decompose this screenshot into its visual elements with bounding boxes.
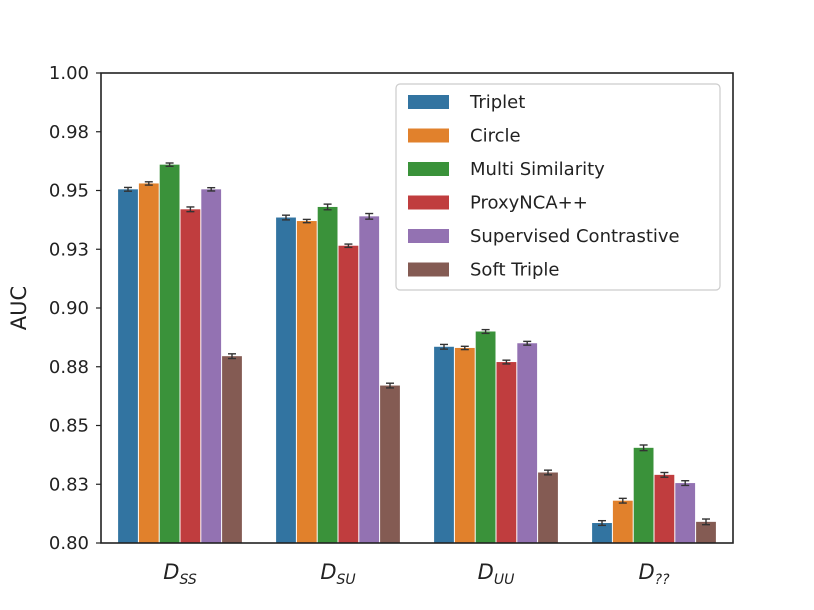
bar-multi-similarity-2 (475, 331, 496, 543)
legend-item: Multi Similarity (408, 159, 605, 180)
error-bar (144, 181, 153, 186)
legend-swatch (408, 128, 449, 143)
legend-label: Supervised Contrastive (470, 226, 680, 247)
error-bar (639, 444, 648, 452)
y-tick-label: 0.93 (49, 239, 89, 260)
error-bar (544, 469, 552, 476)
error-bar (186, 206, 195, 213)
legend-label: Triplet (469, 92, 525, 113)
y-tick-label: 0.83 (49, 474, 89, 495)
error-bar (460, 345, 469, 351)
bar-multi-similarity-1 (317, 206, 338, 543)
bar-supervised-contrastive-0 (201, 189, 222, 543)
error-bar (344, 243, 353, 249)
bar-supervised-contrastive-2 (517, 343, 538, 543)
x-axis: DSS DSU DUU D?? (163, 560, 670, 588)
error-bar (165, 162, 174, 167)
bar-soft-triple-3 (696, 521, 716, 543)
legend-swatch (408, 262, 449, 277)
error-bar (618, 497, 627, 504)
error-bar (207, 186, 216, 192)
bar-triplet-3 (592, 523, 612, 543)
error-bar (282, 214, 290, 221)
y-axis: 0.80 0.83 0.85 0.88 0.90 0.93 0.95 0.98 1.00 (49, 63, 101, 554)
error-bar (598, 519, 606, 527)
legend-swatch (408, 195, 449, 210)
bar-proxynca--0 (180, 209, 201, 544)
x-tick-label: DSS (163, 560, 197, 588)
error-bar (502, 359, 511, 365)
bar-proxynca--3 (654, 474, 675, 543)
error-bar (228, 353, 236, 360)
legend-label: ProxyNCA++ (470, 193, 588, 214)
y-tick-label: 0.85 (49, 416, 89, 437)
legend-swatch (408, 162, 449, 176)
x-tick-label: D?? (638, 560, 670, 588)
bar-circle-3 (612, 500, 633, 543)
legend-label: Soft Triple (470, 260, 560, 281)
legend: Triplet Circle Multi Similarity ProxyNCA++ S… (395, 83, 721, 291)
bar-soft-triple-2 (538, 472, 558, 543)
y-tick-label: 0.95 (49, 181, 89, 202)
bar-triplet-1 (276, 217, 296, 543)
bars-group (118, 164, 716, 544)
legend-label: Multi Similarity (470, 159, 605, 180)
bar-supervised-contrastive-1 (359, 216, 380, 543)
bar-soft-triple-1 (380, 385, 400, 543)
legend-label: Circle (470, 126, 521, 147)
bar-circle-2 (454, 347, 475, 543)
legend-item: ProxyNCA++ (408, 193, 588, 214)
x-tick-label: DUU (478, 560, 515, 588)
error-bar (481, 328, 490, 335)
x-tick-label: DSU (320, 560, 355, 588)
error-bar (365, 212, 374, 220)
error-bar (702, 518, 710, 526)
legend-item: Triplet (408, 92, 525, 113)
bar-proxynca--1 (338, 245, 359, 543)
bar-triplet-2 (434, 346, 454, 543)
error-bar (681, 480, 690, 487)
y-axis-label: AUC (7, 286, 31, 330)
bar-circle-1 (296, 221, 317, 544)
legend-swatch (408, 95, 449, 109)
bar-multi-similarity-3 (633, 447, 654, 543)
bar-supervised-contrastive-3 (675, 483, 696, 543)
error-bar (660, 471, 669, 478)
y-tick-label: 1.00 (49, 63, 89, 84)
error-bar (386, 382, 394, 389)
y-tick-label: 0.98 (49, 122, 89, 143)
bar-multi-similarity-0 (159, 164, 180, 543)
y-tick-label: 0.88 (49, 357, 89, 378)
error-bar (523, 340, 532, 346)
bar-triplet-0 (118, 189, 138, 543)
legend-item: Supervised Contrastive (408, 226, 680, 247)
error-bar (124, 186, 132, 192)
error-bar (440, 343, 448, 350)
error-bars-group (124, 162, 710, 527)
bar-circle-0 (138, 183, 159, 543)
bar-proxynca--2 (496, 362, 517, 543)
legend-swatch (408, 229, 449, 243)
legend-box (395, 83, 721, 291)
y-tick-label: 0.80 (49, 533, 89, 554)
legend-item: Circle (408, 126, 521, 147)
error-bar (323, 203, 332, 211)
legend-item: Soft Triple (408, 260, 560, 281)
y-tick-label: 0.90 (49, 298, 89, 319)
error-bar (302, 218, 311, 224)
bar-soft-triple-0 (222, 356, 242, 543)
